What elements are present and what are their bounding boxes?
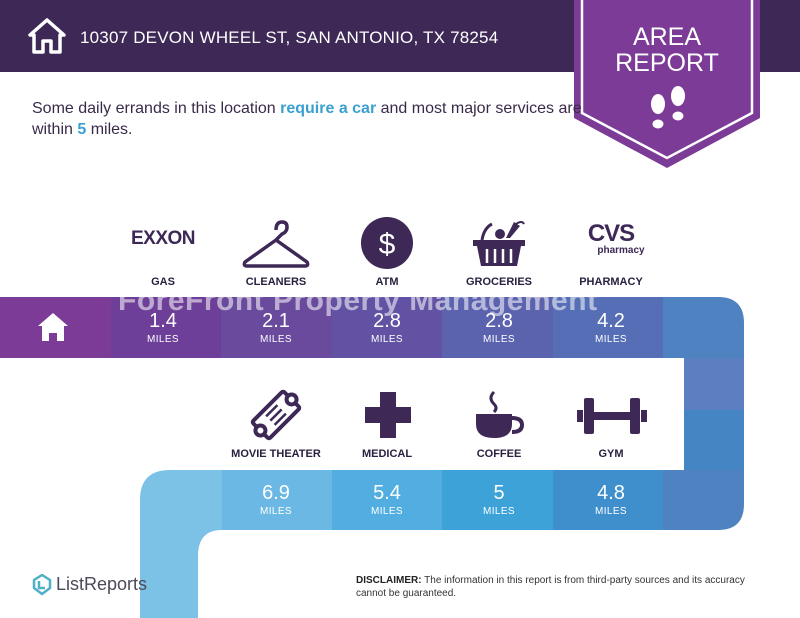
home-band-icon: [38, 313, 68, 341]
distance-cleaners: 2.1 MILES: [259, 310, 292, 345]
distance-gas: 1.4 MILES: [146, 310, 179, 345]
intro-text: Some daily errands in this location requ…: [32, 100, 582, 138]
distance-medical: 5.4 MILES: [370, 482, 403, 517]
label-groceries: GROCERIES: [465, 276, 532, 288]
disclaimer: DISCLAIMER: The information in this repo…: [356, 575, 745, 599]
watermark: ForeFront Property Management: [118, 284, 598, 317]
svg-text:$: $: [379, 228, 396, 261]
grocery-basket-icon: [473, 221, 525, 266]
label-gas: GAS: [151, 276, 175, 288]
label-gym: GYM: [598, 448, 624, 460]
label-atm: ATM: [375, 276, 399, 288]
label-pharmacy: PHARMACY: [579, 276, 643, 288]
medical-cross-icon: [365, 392, 411, 438]
ticket-icon: [250, 389, 302, 441]
distance-movie-theater: 6.9 MILES: [259, 482, 292, 517]
distance-gym: 4.8 MILES: [594, 482, 627, 517]
listreports-icon: [32, 574, 52, 596]
coffee-cup-icon: [476, 390, 525, 438]
badge-title: AREA REPORT: [615, 23, 719, 77]
dumbbell-icon: [577, 398, 647, 434]
property-address: 10307 DEVON WHEEL ST, SAN ANTONIO, TX 78…: [80, 28, 499, 47]
footprints-icon: [651, 86, 685, 129]
home-icon: [28, 18, 66, 54]
distance-atm: 2.8 MILES: [370, 310, 403, 345]
hanger-icon: [242, 220, 310, 268]
distance-groceries: 2.8 MILES: [482, 310, 515, 345]
label-movie-theater: MOVIE THEATER: [231, 448, 321, 460]
exxon-logo: EXXON: [130, 228, 196, 249]
distance-pharmacy: 4.2 MILES: [594, 310, 627, 345]
label-cleaners: CLEANERS: [245, 276, 307, 288]
dollar-icon: $: [361, 217, 413, 269]
label-medical: MEDICAL: [361, 448, 413, 460]
cvs-logo: CVS pharmacy: [587, 220, 645, 256]
area-report-badge: [574, 0, 760, 168]
distance-coffee: 5 MILES: [482, 482, 515, 517]
label-coffee: COFFEE: [476, 448, 522, 460]
